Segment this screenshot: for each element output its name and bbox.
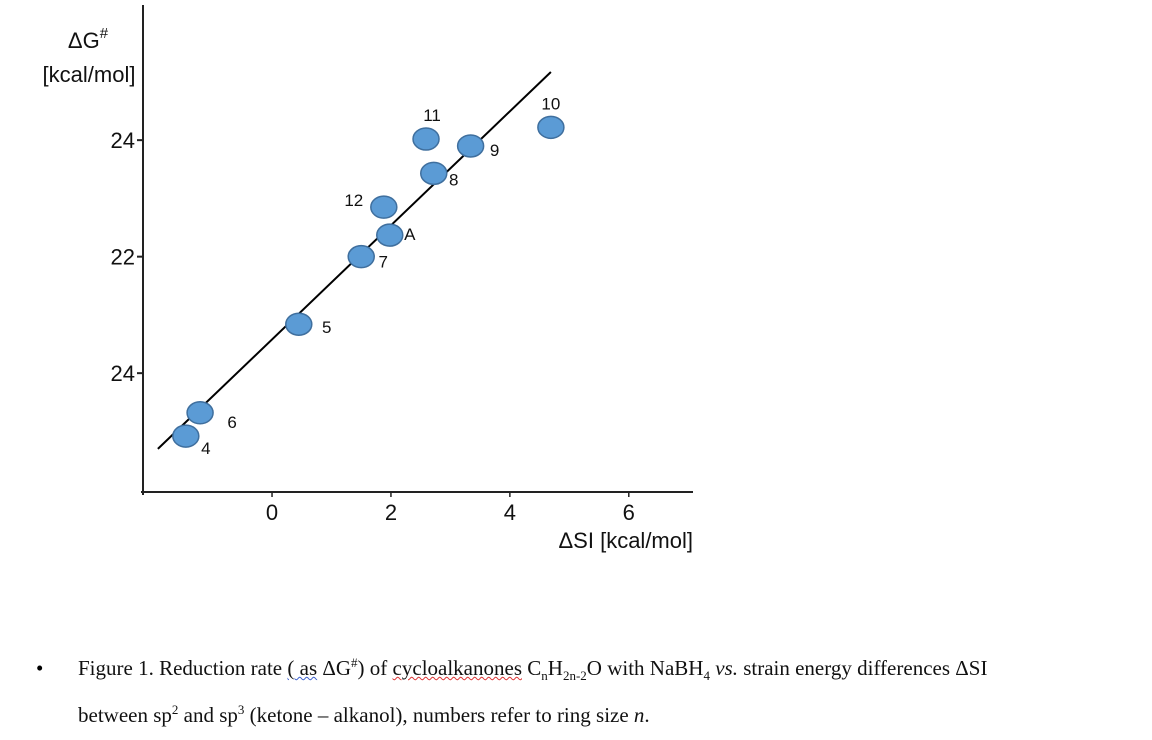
caption-segment: Figure 1. Reduction rate (78, 656, 288, 680)
point (285, 312, 313, 336)
point (456, 134, 485, 158)
y-label-sup: # (100, 25, 109, 42)
y-tick-label: 22 (111, 245, 135, 270)
point-label: A (404, 225, 416, 244)
caption-segment: strain energy differences ΔSI between sp (78, 656, 988, 727)
x-tick-label: 4 (504, 500, 516, 525)
caption-segment: ( as (287, 656, 318, 680)
point (370, 195, 398, 219)
caption-segment: (ketone – alkanol), numbers refer to rin… (244, 703, 634, 727)
y-tick-label: 24 (111, 361, 135, 386)
caption-segment: and sp (178, 703, 238, 727)
x-axis-label: ΔSI [kcal/mol] (558, 528, 693, 553)
y-tick-label: 24 (111, 128, 135, 153)
caption: Figure 1. Reduction rate ( as ΔG#) of cy… (78, 645, 1028, 739)
y-label-main: ΔG (68, 28, 100, 53)
caption-segment: H (547, 656, 563, 680)
point-label: 7 (378, 253, 387, 272)
y-axis-label: ΔG# (68, 25, 109, 53)
point-label: 11 (423, 106, 441, 125)
point (537, 115, 565, 140)
caption-segment: cycloalkanones (392, 656, 522, 680)
caption-segment: 2 (171, 702, 179, 717)
point-label: 6 (227, 413, 236, 432)
point (172, 424, 200, 448)
caption-segment: # (351, 655, 358, 670)
caption-segment: . (644, 703, 650, 727)
point-label: 9 (490, 141, 499, 160)
bullet: • (36, 656, 44, 680)
caption-segment: n (541, 668, 548, 684)
caption-segment: n (633, 703, 645, 727)
point (347, 244, 375, 269)
point (186, 401, 214, 425)
point (412, 127, 440, 151)
point (376, 223, 404, 247)
caption-segment: ΔG (317, 656, 352, 680)
point-label: 4 (201, 439, 210, 458)
point-label: 12 (344, 191, 363, 210)
caption-segment: 3 (237, 702, 245, 717)
x-tick-label: 0 (266, 500, 278, 525)
y-axis-unit: [kcal/mol] (43, 62, 136, 87)
x-tick-label: 2 (385, 500, 397, 525)
caption-segment: C (522, 656, 542, 680)
caption-segment: 2n-2 (562, 668, 587, 684)
point-label: 8 (449, 170, 458, 189)
point (420, 161, 448, 186)
point-label: 10 (541, 94, 560, 113)
caption-segment: O with NaBH (586, 656, 704, 680)
caption-segment: 4 (703, 668, 710, 684)
caption-segment: ) of (357, 656, 393, 680)
caption-segment: vs. (715, 656, 738, 680)
point-label: 5 (322, 318, 331, 337)
x-tick-label: 6 (623, 500, 635, 525)
